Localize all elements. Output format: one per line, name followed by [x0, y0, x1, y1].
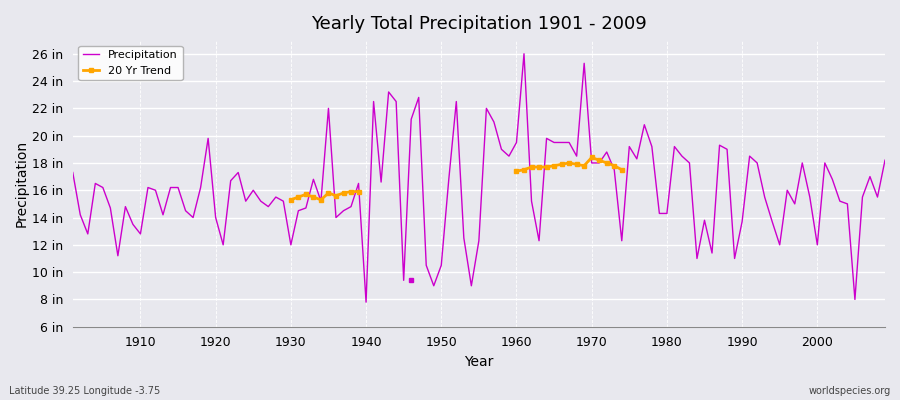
Precipitation	[338, 208, 349, 213]
20 Yr Trend	[338, 190, 349, 195]
20 Yr Trend	[301, 192, 311, 197]
Precipitation	[361, 300, 372, 304]
20 Yr Trend	[316, 197, 327, 202]
X-axis label: Year: Year	[464, 355, 493, 369]
Text: worldspecies.org: worldspecies.org	[809, 386, 891, 396]
Precipitation	[293, 208, 304, 213]
Precipitation	[518, 51, 529, 56]
Precipitation	[128, 222, 139, 227]
Legend: Precipitation, 20 Yr Trend: Precipitation, 20 Yr Trend	[78, 46, 183, 80]
20 Yr Trend	[330, 193, 341, 198]
Precipitation	[68, 170, 78, 175]
20 Yr Trend	[293, 195, 304, 200]
Precipitation	[879, 158, 890, 163]
20 Yr Trend	[323, 190, 334, 195]
20 Yr Trend	[308, 195, 319, 200]
20 Yr Trend	[346, 189, 356, 194]
Line: Precipitation: Precipitation	[73, 54, 885, 302]
Y-axis label: Precipitation: Precipitation	[15, 140, 29, 227]
Precipitation	[511, 140, 522, 145]
Precipitation	[616, 238, 627, 243]
20 Yr Trend	[285, 197, 296, 202]
Precipitation	[526, 199, 537, 204]
20 Yr Trend	[353, 189, 364, 194]
Line: 20 Yr Trend: 20 Yr Trend	[289, 190, 361, 202]
Text: Latitude 39.25 Longitude -3.75: Latitude 39.25 Longitude -3.75	[9, 386, 160, 396]
Title: Yearly Total Precipitation 1901 - 2009: Yearly Total Precipitation 1901 - 2009	[311, 15, 647, 33]
